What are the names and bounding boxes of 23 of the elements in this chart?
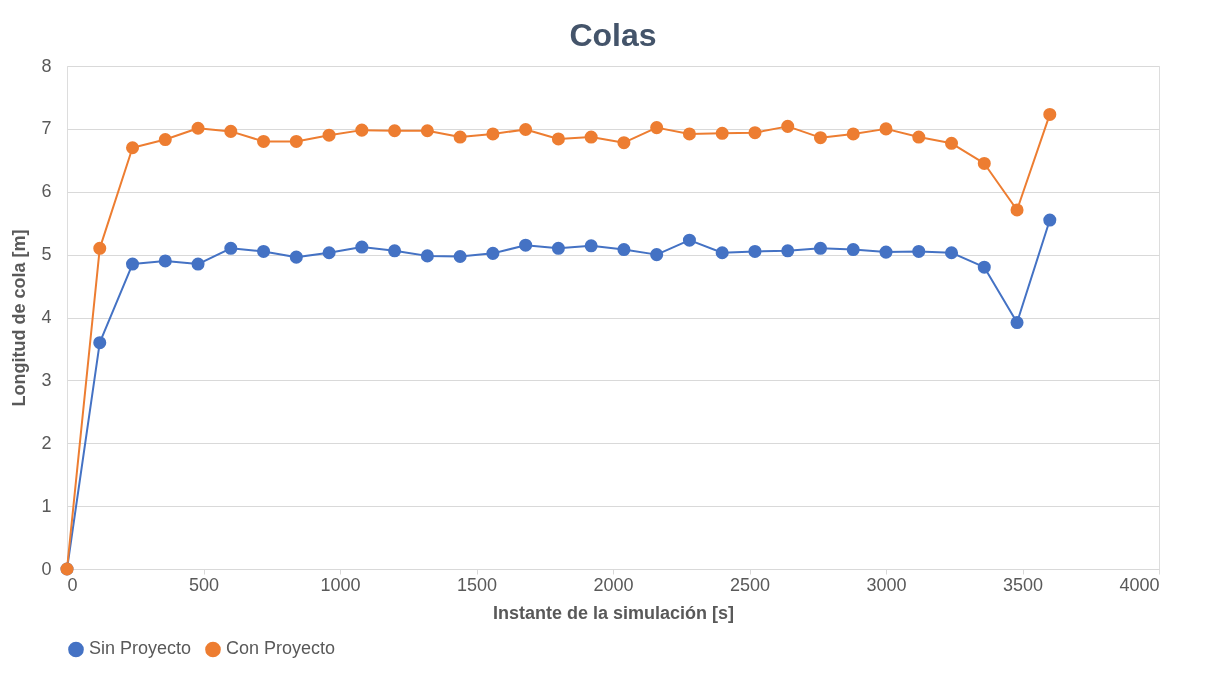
- x-tick-label: 3000: [866, 574, 907, 595]
- x-tick-label: 2000: [593, 574, 634, 595]
- x-tick-label: 500: [188, 574, 220, 595]
- y-tick-label: 1: [41, 495, 52, 516]
- x-tick-label: 1000: [320, 574, 361, 595]
- x-tick-label: 3500: [1002, 574, 1044, 595]
- y-tick-label: 3: [41, 369, 52, 390]
- y-tick-label: 7: [41, 118, 52, 139]
- legend-label: Con Proyecto: [226, 638, 336, 659]
- x-tick-label: 1500: [456, 574, 498, 595]
- chart-title: Colas: [569, 17, 657, 53]
- x-axis-title: Instante de la simulación [s]: [492, 602, 735, 623]
- x-tick-label: 2500: [729, 574, 771, 595]
- y-tick-label: 2: [41, 432, 52, 453]
- y-tick-label: 0: [41, 558, 52, 579]
- legend-label: Sin Proyecto: [89, 638, 192, 659]
- y-tick-label: 6: [41, 181, 52, 202]
- y-tick-label: 5: [41, 244, 52, 265]
- y-tick-label: 8: [41, 55, 52, 76]
- y-tick-label: 4: [41, 307, 52, 327]
- x-tick-label: 0: [67, 574, 78, 595]
- x-tick-label: 4000: [1119, 574, 1160, 595]
- y-axis-title: Longitud de cola [m]: [9, 229, 30, 407]
